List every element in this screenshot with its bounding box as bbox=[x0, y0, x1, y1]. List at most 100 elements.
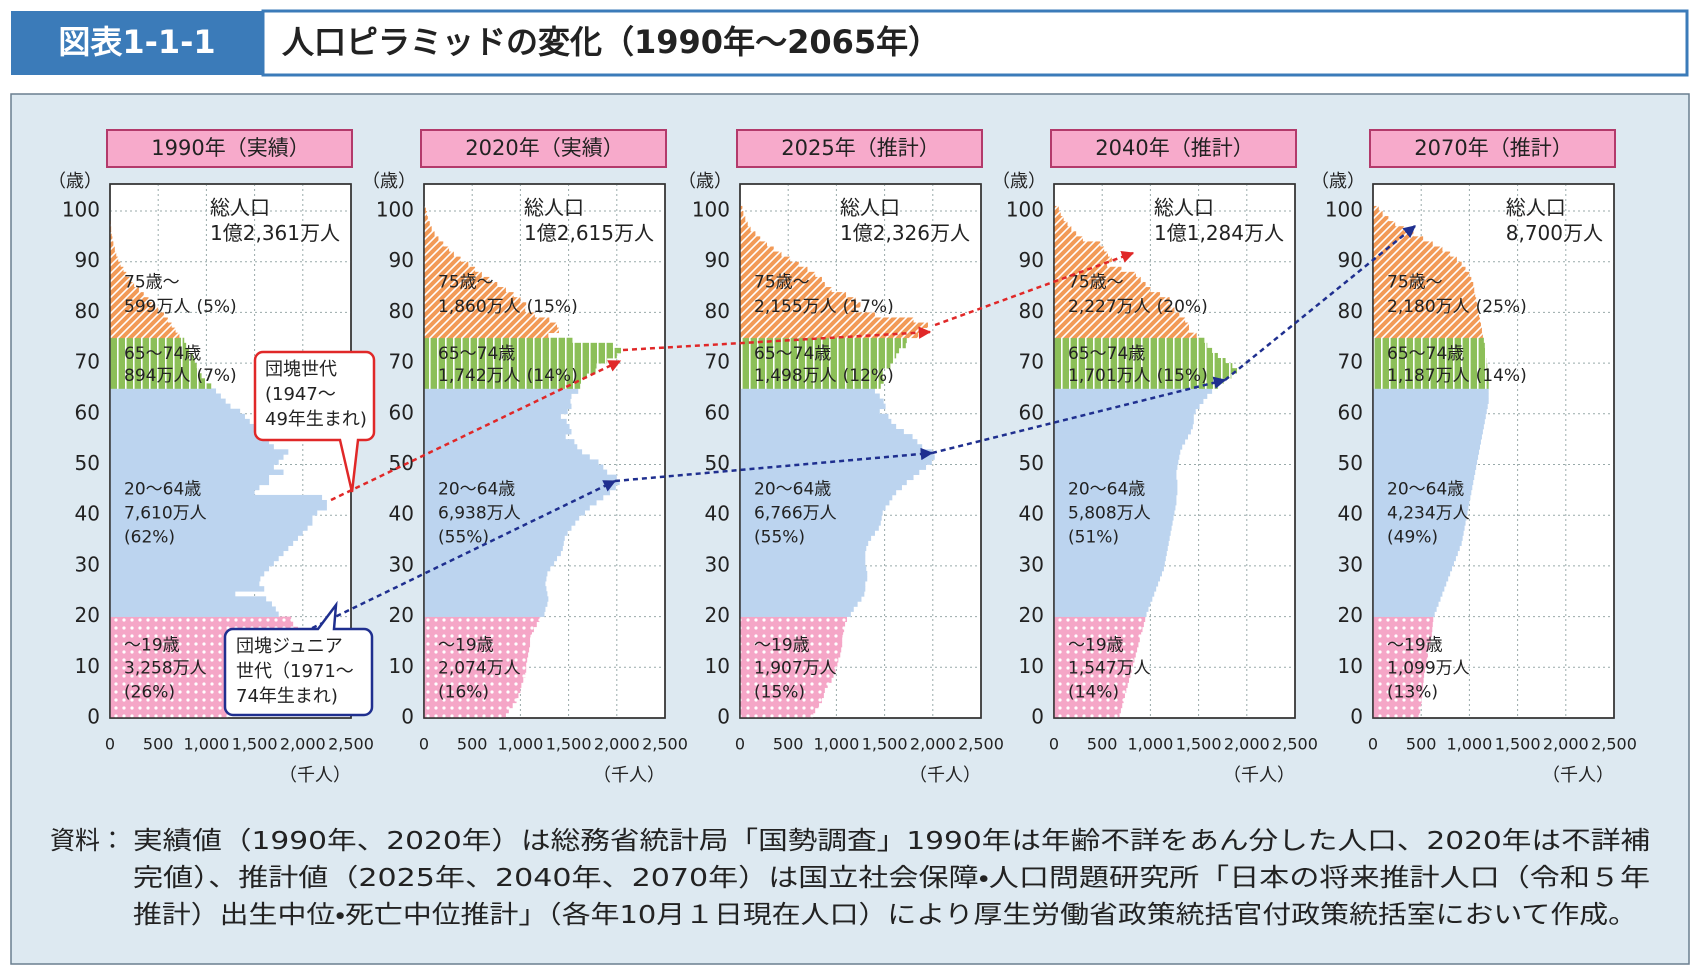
bar bbox=[110, 692, 244, 699]
bar bbox=[1373, 256, 1457, 263]
bar bbox=[1373, 565, 1453, 572]
y-unit-label: （歳） bbox=[362, 171, 416, 192]
group-label: 65～74歳 bbox=[1387, 344, 1464, 364]
bar bbox=[740, 479, 907, 486]
bar bbox=[740, 358, 895, 364]
y-tick-label: 40 bbox=[705, 502, 730, 526]
bar bbox=[740, 378, 884, 384]
bar bbox=[110, 261, 121, 268]
bar bbox=[424, 535, 565, 541]
group-label: 65～74歳 bbox=[1068, 344, 1145, 364]
bar bbox=[110, 525, 308, 531]
group-total: 1,547万人 bbox=[1068, 658, 1151, 678]
bar bbox=[110, 662, 265, 668]
bar bbox=[1054, 444, 1183, 450]
group-share: (49%) bbox=[1387, 528, 1438, 548]
bar bbox=[740, 510, 883, 516]
bar bbox=[740, 616, 848, 623]
bar bbox=[424, 312, 535, 318]
group-label: ～19歳 bbox=[438, 635, 494, 655]
bar bbox=[1373, 712, 1420, 719]
bar bbox=[110, 413, 245, 420]
bar bbox=[1373, 581, 1447, 587]
bar bbox=[1054, 576, 1161, 582]
bar bbox=[740, 621, 846, 628]
title-box bbox=[261, 9, 1689, 77]
x-unit-label: （千人） bbox=[593, 765, 665, 786]
bar bbox=[1373, 231, 1414, 237]
bar bbox=[424, 499, 597, 506]
bar bbox=[110, 535, 298, 541]
group-label-line: 1,742万人 (14%) bbox=[438, 366, 578, 386]
bar bbox=[740, 550, 866, 557]
bar bbox=[424, 261, 469, 268]
bar bbox=[740, 261, 799, 268]
bar bbox=[1373, 226, 1404, 232]
group-share: (15%) bbox=[1157, 366, 1208, 386]
y-tick-label: 80 bbox=[1338, 299, 1363, 323]
bar bbox=[424, 317, 550, 323]
group-share: (62%) bbox=[124, 528, 175, 548]
x-tick-label: 2,000 bbox=[1543, 735, 1589, 754]
x-tick-label: 500 bbox=[773, 735, 804, 754]
bar bbox=[424, 515, 580, 521]
bar bbox=[1054, 211, 1061, 217]
bar bbox=[110, 560, 274, 567]
bar bbox=[740, 555, 866, 562]
plot-frame bbox=[1053, 183, 1296, 719]
bar bbox=[1054, 530, 1171, 536]
bar bbox=[1373, 363, 1488, 369]
callout-text: 74年生まれ) bbox=[236, 686, 338, 707]
group-label-line: 1,498万人 (12%) bbox=[754, 366, 894, 386]
bar bbox=[110, 570, 265, 577]
bar bbox=[110, 596, 267, 602]
bar bbox=[740, 520, 881, 526]
bar bbox=[740, 327, 924, 334]
bar bbox=[424, 555, 558, 562]
x-tick-label: 2,000 bbox=[280, 735, 326, 754]
bar bbox=[740, 297, 856, 303]
bar bbox=[1054, 241, 1101, 247]
bar bbox=[740, 662, 838, 668]
group-share: (12%) bbox=[843, 366, 894, 386]
bar bbox=[740, 231, 756, 237]
bar bbox=[110, 363, 197, 369]
bar bbox=[740, 464, 927, 470]
bar bbox=[1373, 657, 1427, 663]
bar bbox=[1054, 464, 1178, 470]
bar bbox=[424, 266, 476, 273]
bar bbox=[110, 712, 228, 719]
group-label: 20～64歳 bbox=[124, 479, 201, 499]
bar bbox=[110, 317, 168, 323]
bar bbox=[1054, 292, 1161, 298]
bar bbox=[424, 687, 521, 693]
total-label: 総人口 bbox=[524, 195, 584, 219]
bar bbox=[424, 591, 548, 597]
bar bbox=[1054, 652, 1136, 658]
bar bbox=[740, 383, 881, 389]
bar bbox=[1054, 591, 1155, 597]
y-tick-label: 10 bbox=[75, 654, 100, 678]
bar bbox=[1373, 322, 1481, 328]
bar bbox=[1054, 393, 1208, 399]
group-total: 1,099万人 bbox=[1387, 658, 1470, 678]
bar bbox=[110, 287, 139, 293]
bar bbox=[110, 337, 185, 344]
bar bbox=[424, 560, 555, 567]
group-total: 599万人 bbox=[124, 297, 190, 317]
group-total: 2,180万人 bbox=[1387, 297, 1470, 317]
callout-text: 世代（1971～ bbox=[236, 661, 354, 682]
bar bbox=[1373, 297, 1477, 303]
bar bbox=[1054, 342, 1208, 349]
y-tick-label: 50 bbox=[1338, 451, 1363, 475]
bar bbox=[1054, 327, 1189, 334]
bar bbox=[110, 616, 292, 623]
x-tick-label: 1,000 bbox=[497, 735, 543, 754]
group-total: 894万人 bbox=[124, 366, 190, 386]
bar bbox=[424, 626, 534, 633]
bar bbox=[1054, 631, 1142, 638]
bar bbox=[1054, 418, 1194, 425]
bar bbox=[424, 540, 564, 546]
bar bbox=[1054, 307, 1175, 313]
group-label-line: 894万人 (7%) bbox=[124, 366, 237, 386]
